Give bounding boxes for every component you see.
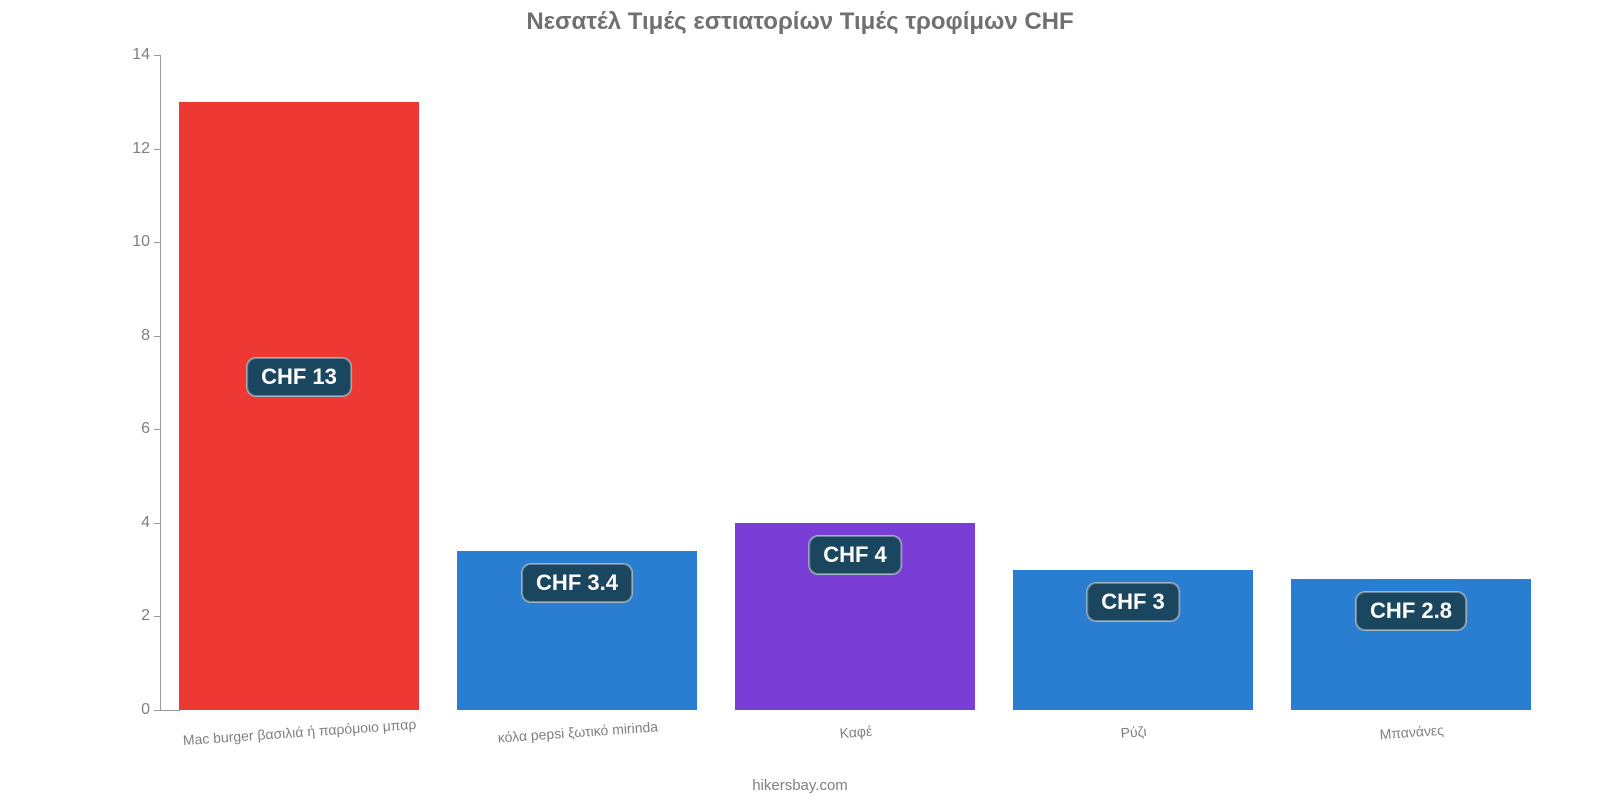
y-tick-label: 6 [110, 420, 150, 438]
x-tick-label: Mac burger βασιλιά ή παρόμοιο μπαρ [182, 716, 416, 748]
price-bar [179, 102, 418, 710]
value-badge: CHF 3.4 [521, 563, 633, 603]
y-tick-label: 2 [110, 607, 150, 625]
y-axis-line [160, 55, 161, 710]
y-tick-label: 14 [110, 46, 150, 64]
chart-footer: hikersbay.com [0, 777, 1600, 794]
y-tick-mark [154, 710, 160, 711]
y-tick-mark [154, 523, 160, 524]
x-tick-label: κόλα pepsi ξωτικό mirinda [497, 718, 658, 745]
value-badge: CHF 4 [808, 535, 902, 575]
x-tick-label: Ρύζι [1120, 723, 1147, 741]
x-tick-label: Μπανάνες [1379, 722, 1444, 742]
y-tick-mark [154, 149, 160, 150]
y-tick-label: 10 [110, 233, 150, 251]
y-tick-mark [154, 336, 160, 337]
chart-title: Νεσατέλ Τιμές εστιατορίων Τιμές τροφίμων… [0, 8, 1600, 36]
plot-area: 02468101214CHF 13Mac burger βασιλιά ή πα… [160, 55, 1550, 710]
y-tick-mark [154, 429, 160, 430]
y-tick-label: 4 [110, 514, 150, 532]
y-tick-label: 0 [110, 701, 150, 719]
value-badge: CHF 13 [246, 357, 352, 397]
y-tick-mark [154, 242, 160, 243]
y-tick-mark [154, 616, 160, 617]
y-tick-label: 8 [110, 327, 150, 345]
value-badge: CHF 2.8 [1355, 591, 1467, 631]
x-tick-label: Καφέ [839, 723, 873, 741]
price-chart: Νεσατέλ Τιμές εστιατορίων Τιμές τροφίμων… [0, 0, 1600, 800]
y-tick-mark [154, 55, 160, 56]
x-axis-line [160, 710, 180, 711]
value-badge: CHF 3 [1086, 582, 1180, 622]
y-tick-label: 12 [110, 140, 150, 158]
